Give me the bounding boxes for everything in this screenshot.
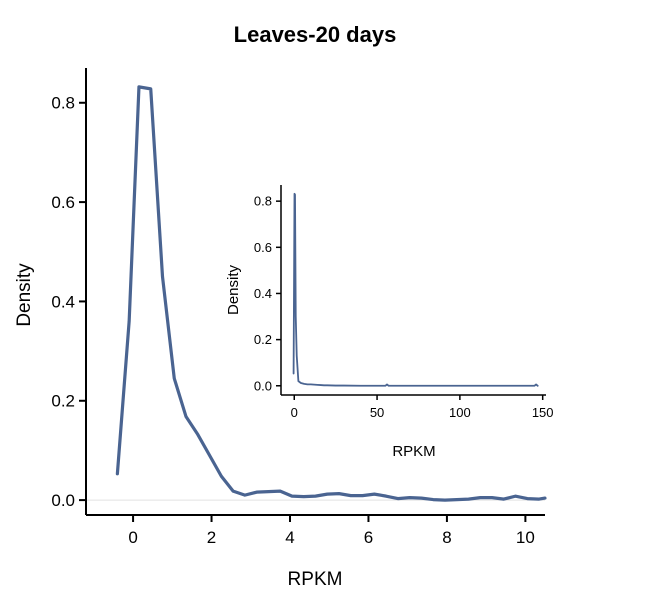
x-axis-label: RPKM — [288, 569, 343, 590]
main-x-tick-label: 2 — [207, 528, 216, 547]
main-y-tick-label: 0.8 — [51, 94, 75, 113]
inset-plot: 0.0 0.2 0.4 0.6 0.8 0 50 100 150 — [254, 185, 554, 420]
inset-x-tick-label: 100 — [449, 405, 471, 420]
main-x-tick-label: 0 — [128, 528, 137, 547]
inset-y-tick-label: 0.4 — [254, 286, 272, 301]
chart-title: Leaves-20 days — [234, 22, 397, 47]
inset-y-tick-label: 0.6 — [254, 240, 272, 255]
main-y-tick-label: 0.2 — [51, 392, 75, 411]
inset-y-tick-label: 0.8 — [254, 194, 272, 209]
main-x-tick-label: 4 — [285, 528, 294, 547]
inset-density-line — [292, 192, 539, 387]
inset-x-tick-label: 50 — [370, 405, 384, 420]
main-y-tick-label: 0.0 — [51, 491, 75, 510]
inset-y-tick-label: 0.0 — [254, 378, 272, 393]
main-x-tick-label: 8 — [442, 528, 451, 547]
main-plot: 0.0 0.2 0.4 0.6 0.8 0 2 4 6 8 10 — [51, 68, 547, 547]
main-density-line — [115, 85, 547, 502]
inset-y-axis-label: Density — [225, 264, 242, 315]
main-y-tick-label: 0.6 — [51, 193, 75, 212]
inset-y-tick-label: 0.2 — [254, 332, 272, 347]
main-x-tick-label: 6 — [364, 528, 373, 547]
y-axis-label: Density — [14, 263, 35, 327]
inset-x-tick-label: 150 — [532, 405, 554, 420]
inset-x-axis-label: RPKM — [392, 443, 435, 460]
main-y-tick-label: 0.4 — [51, 292, 75, 311]
main-x-tick-label: 10 — [516, 528, 535, 547]
inset-x-tick-label: 0 — [291, 405, 298, 420]
